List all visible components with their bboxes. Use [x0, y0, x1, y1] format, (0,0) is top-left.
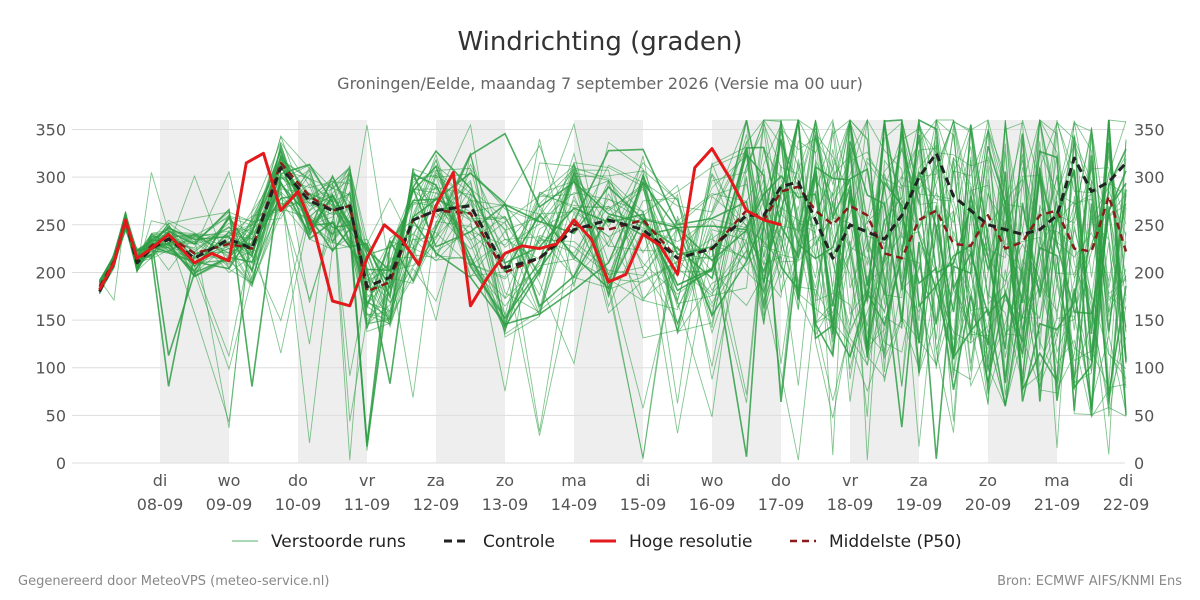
y-tick-label-right: 0 — [1134, 454, 1144, 473]
ensemble-member-line — [98, 119, 1127, 416]
x-tick-day: di — [636, 471, 651, 490]
x-tick-date: 12-09 — [413, 495, 460, 514]
x-tick-date: 21-09 — [1034, 495, 1081, 514]
ensemble-member-line — [99, 119, 1127, 405]
chart-subtitle: Groningen/Eelde, maandag 7 september 202… — [337, 74, 863, 93]
ensemble-member-line — [99, 119, 1127, 390]
main-series — [98, 147, 1128, 308]
x-tick-date: 16-09 — [689, 495, 736, 514]
y-tick-label-left: 350 — [35, 121, 66, 140]
hires-line — [98, 147, 782, 308]
y-tick-label-right: 300 — [1134, 168, 1165, 187]
x-tick-day: ma — [561, 471, 586, 490]
y-tick-label-left: 250 — [35, 216, 66, 235]
footer-source: Bron: ECMWF AIFS/KNMI Ens — [997, 574, 1182, 589]
x-tick-day: ma — [1044, 471, 1069, 490]
ensemble-member-line — [99, 118, 1127, 388]
x-tick-day: wo — [218, 471, 241, 490]
ensemble-member-line — [99, 119, 1127, 461]
x-axis: di 08-09 wo 09-09 do 10-09 vr 11-09 za 12-09 zo 13-… — [137, 471, 1150, 514]
y-tick-label-right: 350 — [1134, 121, 1165, 140]
x-tick-day: zo — [979, 471, 997, 490]
y-tick-label-left: 150 — [35, 311, 66, 330]
y-tick-label-right: 100 — [1134, 359, 1165, 378]
shade-band — [160, 120, 229, 463]
x-tick-day: za — [910, 471, 928, 490]
x-tick-date: 09-09 — [206, 495, 253, 514]
ensemble-member-line — [99, 119, 1127, 447]
x-tick-date: 14-09 — [551, 495, 598, 514]
x-tick-date: 20-09 — [965, 495, 1012, 514]
x-tick-date: 10-09 — [275, 495, 322, 514]
ensemble-member-line — [99, 119, 1127, 433]
x-tick-day: do — [288, 471, 308, 490]
ensemble-member-line — [99, 121, 1127, 461]
x-tick-date: 19-09 — [896, 495, 943, 514]
chart-title: Windrichting (graden) — [457, 27, 742, 57]
x-tick-day: wo — [701, 471, 724, 490]
x-tick-date: 22-09 — [1103, 495, 1150, 514]
y-tick-label-left: 100 — [35, 359, 66, 378]
x-tick-day: di — [153, 471, 168, 490]
x-tick-day: vr — [842, 471, 858, 490]
y-tick-label-left: 50 — [46, 406, 66, 425]
x-tick-day: za — [427, 471, 445, 490]
y-axis-left: 0 50 100 150 200 250 300 350 — [35, 121, 66, 473]
x-tick-date: 11-09 — [344, 495, 391, 514]
legend-label-hires: Hoge resolutie — [629, 532, 753, 552]
legend-label-p50: Middelste (P50) — [829, 532, 962, 552]
x-tick-day: vr — [359, 471, 375, 490]
y-tick-label-right: 50 — [1134, 406, 1154, 425]
footer-generated-by: Gegenereerd door MeteoVPS (meteo-service… — [18, 574, 329, 589]
x-tick-day: do — [771, 471, 791, 490]
ensemble-series — [98, 118, 1127, 461]
ensemble-member-line — [99, 118, 1127, 339]
ensemble-member-line — [99, 119, 1127, 410]
x-tick-date: 13-09 — [482, 495, 529, 514]
y-tick-label-left: 200 — [35, 263, 66, 282]
y-tick-label-right: 250 — [1134, 216, 1165, 235]
ensemble-member-line — [98, 150, 1127, 457]
x-tick-date: 15-09 — [620, 495, 667, 514]
ensemble-member-line — [99, 148, 1127, 407]
y-tick-label-left: 300 — [35, 168, 66, 187]
control-line — [98, 151, 1128, 293]
x-tick-date: 18-09 — [827, 495, 874, 514]
ensemble-member-line — [99, 122, 1127, 405]
legend-label-ensemble: Verstoorde runs — [271, 532, 406, 552]
x-tick-date: 17-09 — [758, 495, 805, 514]
chart-legend: Verstoorde runs Controle Hoge resolutie … — [232, 532, 962, 552]
legend-label-control: Controle — [483, 532, 555, 552]
y-tick-label-right: 150 — [1134, 311, 1165, 330]
shade-band — [298, 120, 367, 463]
y-tick-label-left: 0 — [56, 454, 66, 473]
x-tick-date: 08-09 — [137, 495, 184, 514]
x-tick-day: zo — [496, 471, 514, 490]
x-tick-day: di — [1119, 471, 1134, 490]
y-axis-right: 0 50 100 150 200 250 300 350 — [1134, 121, 1165, 473]
ensemble-member-line — [99, 119, 1127, 404]
y-tick-label-right: 200 — [1134, 263, 1165, 282]
